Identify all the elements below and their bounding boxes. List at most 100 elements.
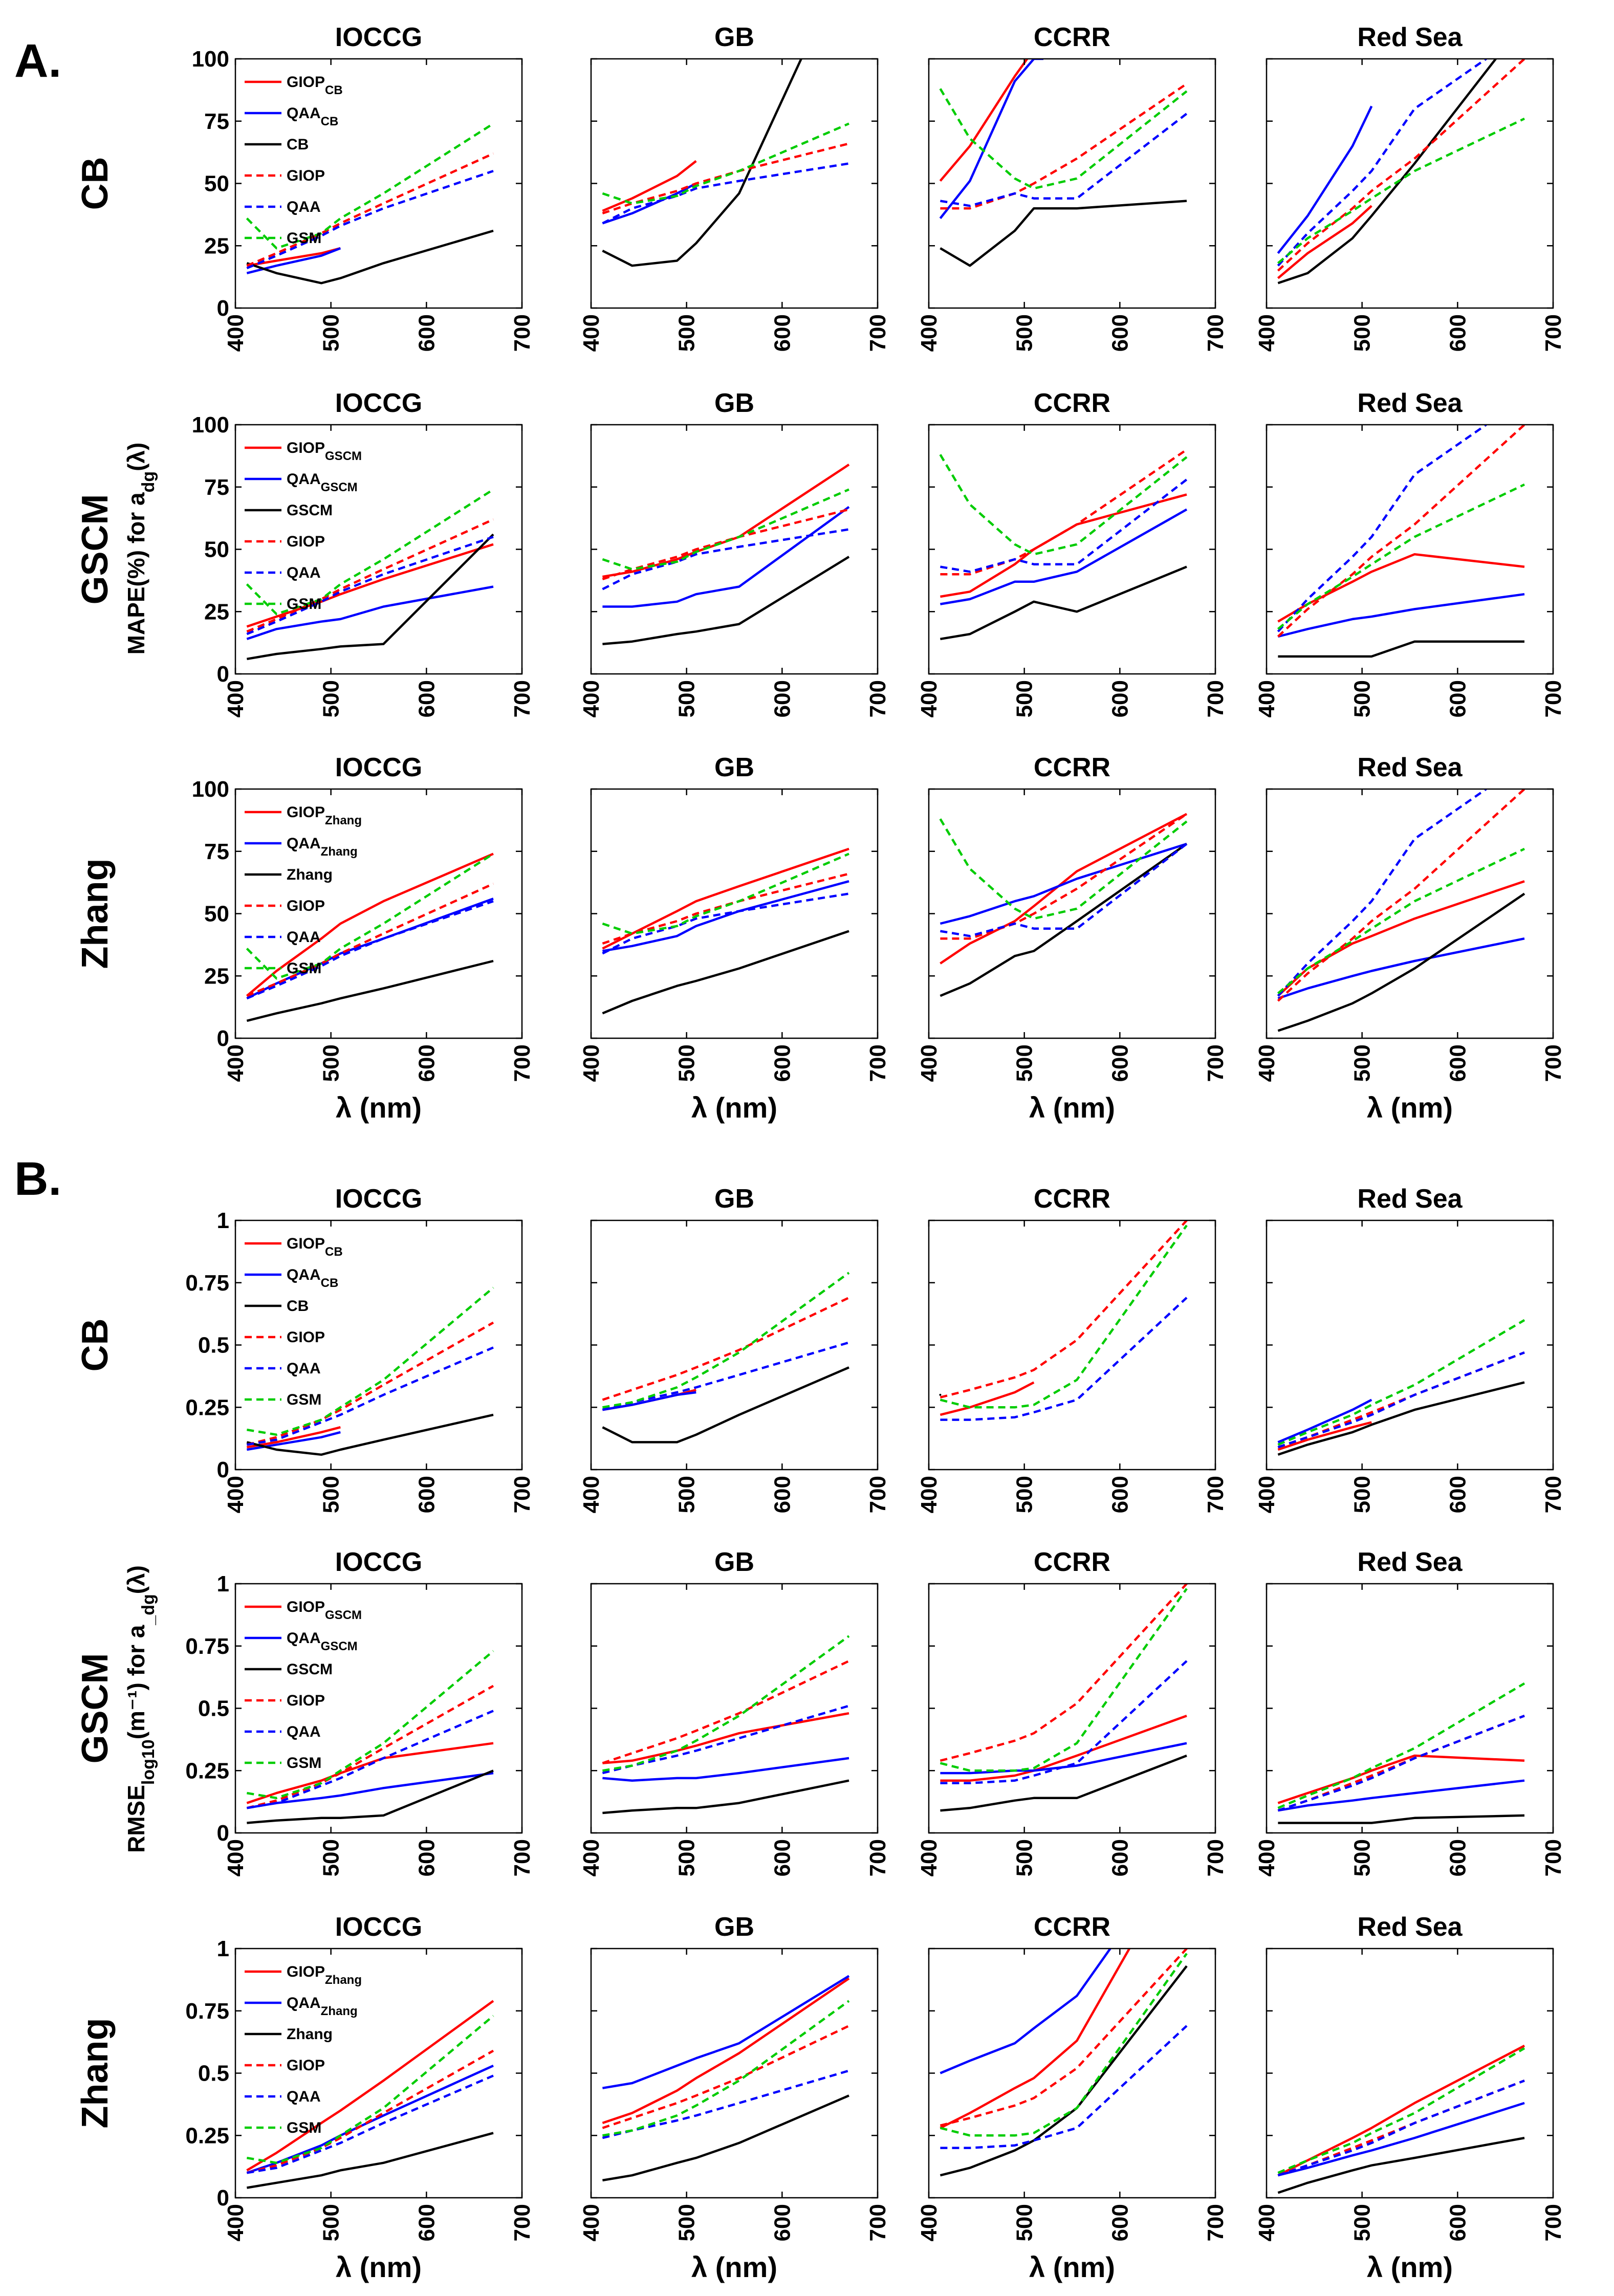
x-tick-label: 400 (579, 1044, 604, 1082)
series-line-zhang (602, 2094, 849, 2182)
series-line-gsm (940, 1224, 1188, 1409)
series-line-qaa (602, 162, 849, 225)
series-line-giop-cb (939, 59, 1029, 182)
legend-label: GIOP (287, 1329, 325, 1346)
x-tick-label: 700 (1203, 680, 1228, 717)
series-line-qaa (940, 1660, 1188, 1784)
series-line-zhang (940, 843, 1188, 997)
panel-title: Red Sea (1357, 388, 1463, 418)
x-tick-label: 700 (1541, 1476, 1566, 1513)
x-tick-label: 600 (770, 2204, 795, 2241)
y-tick-label: 25 (204, 964, 229, 989)
panel-title: Red Sea (1357, 1547, 1463, 1577)
x-tick-label: 700 (1203, 2204, 1228, 2241)
y-tick-label: 0 (217, 1821, 229, 1846)
series-line-giop-gscm (1277, 553, 1525, 623)
y-tick-label: 0.75 (185, 1271, 229, 1296)
series-line-qaa (1277, 2080, 1525, 2177)
panel-a-gscm-0-series (246, 488, 494, 661)
legend-label: QAAGSCM (287, 471, 358, 494)
y-tick-label: 0 (217, 2185, 229, 2211)
panel-a-zhang-1-series (602, 847, 849, 1015)
x-axis-label: λ (nm) (336, 1091, 422, 1124)
x-tick-label: 700 (865, 1839, 890, 1876)
x-tick-label: 500 (1012, 680, 1037, 717)
y-tick-label: 0.25 (185, 1395, 229, 1420)
legend-label: GIOP (287, 1692, 325, 1709)
panel-a-cb-2-series (939, 59, 1188, 267)
x-tick-label: 700 (510, 1044, 535, 1082)
series-line-cb (246, 1413, 494, 1456)
series-line-giop-zhang (940, 1949, 1130, 2129)
x-axis-label: λ (nm) (1367, 1091, 1453, 1124)
x-tick-label: 400 (917, 314, 942, 352)
series-line-cb (940, 200, 1187, 267)
legend-label: QAA (287, 929, 321, 946)
panel-a-cb-2-frame (928, 58, 1216, 309)
x-tick-label: 500 (319, 314, 344, 352)
x-tick-label: 700 (510, 2204, 535, 2241)
legend-label: GSM (287, 1755, 321, 1772)
x-tick-label: 500 (1350, 2204, 1375, 2241)
x-tick-label: 600 (1107, 314, 1132, 352)
panel-b-cb-0-frame (234, 1219, 523, 1471)
x-tick-label: 500 (674, 2204, 700, 2241)
panel-title: Red Sea (1357, 1912, 1463, 1942)
legend-label: Zhang (287, 2026, 333, 2043)
series-line-qaa (246, 169, 494, 270)
legend-label: GIOP (287, 533, 325, 550)
panel-b-cb-3-series (1277, 1319, 1525, 1456)
y-tick-label: 0.5 (198, 1333, 229, 1358)
series-line-gsm (939, 88, 1188, 190)
series-line-giop (246, 518, 494, 633)
x-tick-label: 400 (579, 1839, 604, 1876)
x-tick-label: 400 (579, 314, 604, 352)
y-axis-label-a: MAPE(%) for adg(λ) (123, 443, 158, 655)
series-line-giop (602, 1296, 849, 1401)
x-tick-label: 600 (414, 1476, 439, 1513)
series-line-giop (602, 872, 849, 945)
y-tick-label: 0 (217, 1026, 229, 1051)
series-line-gsm (247, 1650, 494, 1800)
panel-b-gscm-0-frame (234, 1583, 523, 1834)
series-line-gsm (602, 122, 849, 205)
x-tick-label: 700 (510, 1476, 535, 1513)
x-tick-label: 700 (865, 314, 890, 352)
panel-title: Red Sea (1357, 753, 1463, 782)
series-line-giop-zhang (1277, 880, 1525, 997)
panel-b-zhang-0-series (246, 2000, 494, 2189)
x-tick-label: 500 (1350, 1839, 1375, 1876)
series-line-giop-zhang (602, 1977, 850, 2125)
x-tick-label: 400 (223, 314, 248, 352)
x-tick-label: 700 (1541, 1044, 1566, 1082)
x-tick-label: 400 (223, 2204, 248, 2241)
series-line-gsm (602, 852, 849, 935)
panel-b-gscm-2-series (940, 1584, 1188, 1812)
legend-label: Zhang (287, 866, 333, 883)
x-tick-label: 500 (1012, 1044, 1037, 1082)
series-line-qaa-zhang (602, 880, 849, 952)
row-label-zhang: Zhang (75, 859, 116, 969)
series-line-gsm (602, 1272, 850, 1409)
legend-label: GIOP (287, 167, 325, 184)
panel-title: Red Sea (1357, 1184, 1463, 1214)
y-tick-label: 50 (204, 537, 229, 562)
series-line-qaa (940, 1297, 1188, 1421)
series-line-giop (246, 2049, 494, 2174)
y-tick-label: 25 (204, 233, 229, 258)
legend-label: QAAGSCM (287, 1630, 358, 1653)
panel-a-zhang-2-series (939, 813, 1188, 997)
series-line-gsm (940, 1953, 1188, 2137)
panel-title: GB (714, 1912, 754, 1942)
x-tick-label: 500 (674, 1839, 700, 1876)
series-line-gscm (247, 533, 494, 661)
panel-a-gscm-2-series (939, 448, 1188, 641)
series-line-qaa-zhang (1277, 2102, 1525, 2177)
series-line-giop-zhang (246, 852, 494, 997)
series-line-giop-zhang (246, 2000, 494, 2172)
y-tick-label: 0.75 (185, 1634, 229, 1659)
x-tick-label: 500 (1350, 680, 1375, 717)
panel-title: GB (714, 23, 754, 52)
x-tick-label: 700 (1203, 1476, 1228, 1513)
panel-title: Red Sea (1357, 23, 1463, 52)
